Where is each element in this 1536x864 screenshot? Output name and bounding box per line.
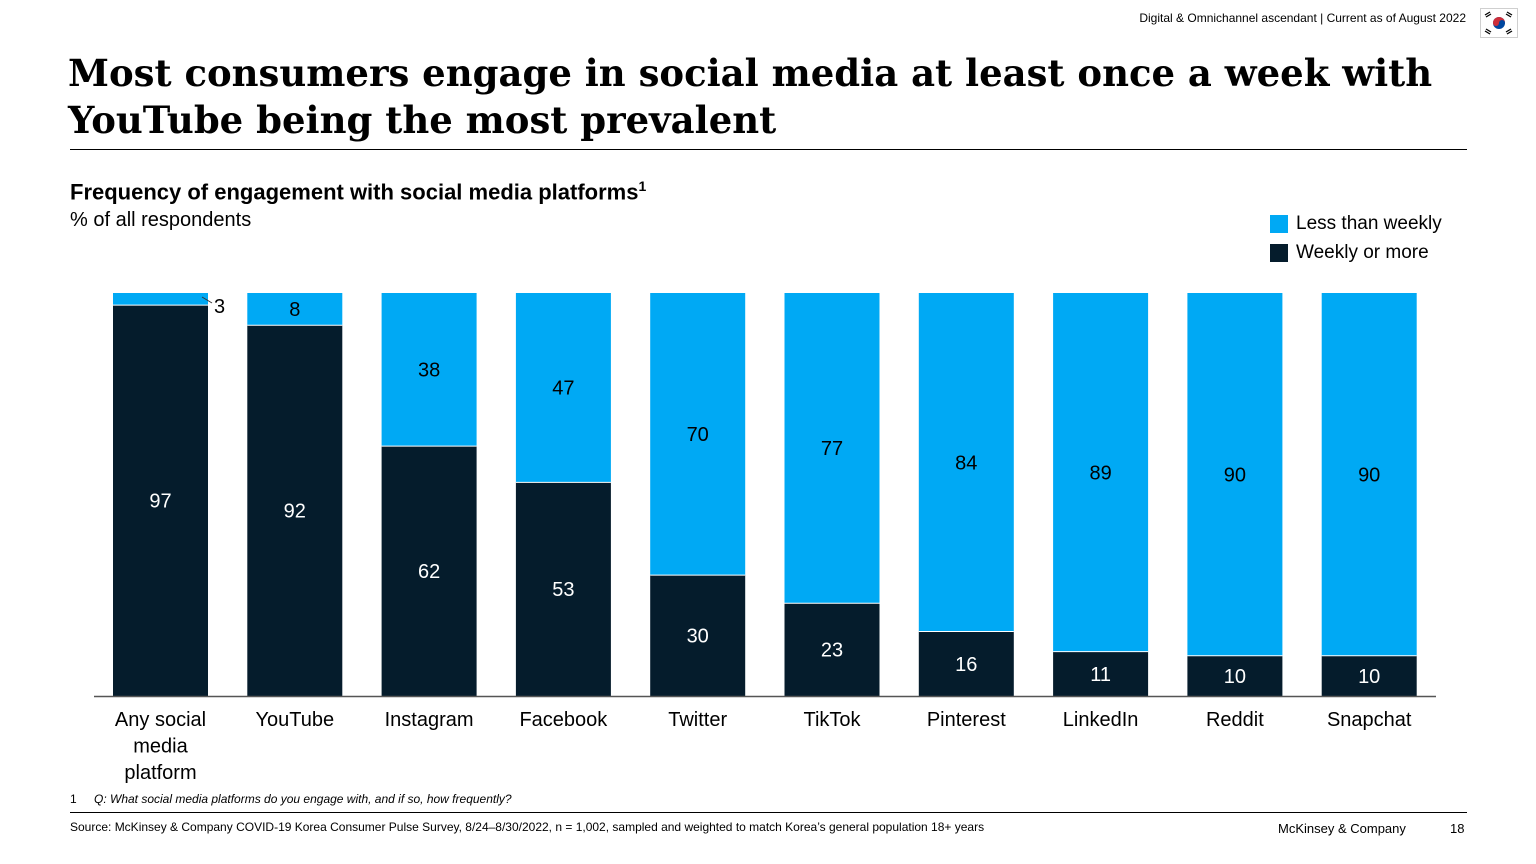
bar-weekly-or-more-twitter	[650, 575, 746, 696]
data-label-less-than-weekly-reddit: 90	[1224, 464, 1246, 486]
category-label-line: TikTok	[803, 709, 861, 731]
data-label-weekly-or-more-linkedin: 11	[1090, 664, 1111, 686]
chart-title: Frequency of engagement with social medi…	[70, 178, 646, 205]
legend-item-less-than-weekly: Less than weekly	[1270, 209, 1442, 238]
data-label-weekly-or-more-snapchat: 10	[1358, 666, 1380, 688]
bar-weekly-or-more-instagram	[381, 446, 477, 696]
source-note: Source: McKinsey & Company COVID-19 Kore…	[70, 820, 985, 834]
data-label-less-than-weekly-any-social-media-platform: 3	[214, 296, 225, 318]
category-label-line: Instagram	[385, 709, 474, 731]
data-label-weekly-or-more-instagram: 62	[418, 561, 440, 583]
bar-weekly-or-more-pinterest	[918, 631, 1014, 696]
chart-title-text: Frequency of engagement with social medi…	[70, 179, 639, 205]
bar-less-than-weekly-linkedin	[1053, 293, 1149, 652]
data-label-less-than-weekly-instagram: 38	[418, 360, 440, 382]
data-label-less-than-weekly-pinterest: 84	[955, 452, 977, 474]
brand-name: McKinsey & Company	[1278, 821, 1406, 836]
data-label-less-than-weekly-tiktok: 77	[821, 438, 843, 460]
bar-weekly-or-more-snapchat	[1321, 655, 1417, 696]
footnote: 1 Q: What social media platforms do you e…	[70, 792, 512, 806]
data-label-leader-any-social-media-platform	[201, 296, 213, 304]
category-label-reddit: Reddit	[1206, 709, 1264, 731]
chart-title-footnote-marker: 1	[638, 178, 647, 194]
bar-less-than-weekly-snapchat	[1321, 293, 1417, 656]
bar-less-than-weekly-facebook	[515, 293, 611, 483]
bar-less-than-weekly-youtube	[247, 293, 343, 326]
bar-less-than-weekly-any-social-media-platform	[113, 293, 208, 306]
category-label-any-social-media-platform: Any social media platform	[115, 709, 206, 784]
header-note: Digital & Omnichannel ascendant | Curren…	[1139, 11, 1466, 25]
legend-item-weekly-or-more: Weekly or more	[1270, 238, 1442, 267]
data-label-weekly-or-more-any-social-media-platform: 97	[149, 491, 171, 513]
chart-legend: Less than weekly Weekly or more	[1270, 209, 1442, 267]
bar-weekly-or-more-any-social-media-platform	[113, 305, 208, 696]
data-label-weekly-or-more-reddit: 10	[1224, 666, 1246, 688]
category-label-linkedin: LinkedIn	[1063, 709, 1139, 731]
category-label-line: LinkedIn	[1063, 709, 1139, 731]
bar-less-than-weekly-pinterest	[918, 293, 1014, 632]
category-label-line: Reddit	[1206, 709, 1264, 731]
category-label-youtube: YouTube	[256, 709, 335, 731]
title-divider	[70, 149, 1467, 150]
bar-less-than-weekly-instagram	[381, 293, 477, 447]
legend-swatch-weekly-or-more	[1270, 243, 1288, 262]
category-label-twitter: Twitter	[668, 709, 727, 731]
data-label-less-than-weekly-linkedin: 89	[1089, 462, 1111, 484]
category-label-pinterest: Pinterest	[927, 709, 1006, 731]
bar-less-than-weekly-reddit	[1187, 293, 1283, 656]
category-label-line: Facebook	[519, 709, 608, 731]
footnote-text: Q: What social media platforms do you en…	[94, 792, 512, 806]
category-label-line: Twitter	[668, 709, 727, 731]
legend-label-less-than-weekly: Less than weekly	[1296, 212, 1442, 234]
data-label-less-than-weekly-facebook: 47	[552, 378, 574, 400]
footer-divider	[70, 812, 1467, 813]
category-label-instagram: Instagram	[385, 709, 474, 731]
slide-title: Most consumers engage in social media at…	[68, 51, 1433, 142]
south-korea-flag-icon	[1480, 8, 1518, 38]
category-label-line: YouTube	[256, 709, 335, 731]
bar-less-than-weekly-twitter	[650, 293, 746, 576]
bar-weekly-or-more-facebook	[515, 482, 611, 696]
bar-weekly-or-more-reddit	[1187, 655, 1283, 696]
chart-subtitle: % of all respondents	[70, 209, 252, 231]
category-label-snapchat: Snapchat	[1327, 709, 1412, 731]
data-label-less-than-weekly-youtube: 8	[289, 299, 300, 321]
legend-swatch-less-than-weekly	[1270, 214, 1288, 233]
category-label-facebook: Facebook	[519, 709, 608, 731]
bar-weekly-or-more-tiktok	[784, 603, 880, 696]
data-label-weekly-or-more-youtube: 92	[284, 501, 306, 523]
page-number: 18	[1450, 821, 1465, 836]
data-label-weekly-or-more-facebook: 53	[552, 579, 574, 601]
data-label-weekly-or-more-twitter: 30	[687, 626, 709, 648]
category-label-line: platform	[124, 762, 196, 784]
category-label-line: Snapchat	[1327, 709, 1412, 731]
category-label-line: media	[133, 736, 188, 758]
category-label-line: Any social	[115, 709, 206, 731]
bar-weekly-or-more-linkedin	[1053, 651, 1149, 696]
legend-label-weekly-or-more: Weekly or more	[1296, 241, 1429, 263]
bar-weekly-or-more-youtube	[247, 325, 343, 696]
bar-less-than-weekly-tiktok	[784, 293, 880, 604]
footnote-marker: 1	[70, 792, 77, 806]
data-label-weekly-or-more-tiktok: 23	[821, 640, 843, 662]
data-label-less-than-weekly-snapchat: 90	[1358, 464, 1380, 486]
data-label-less-than-weekly-twitter: 70	[687, 424, 709, 446]
category-label-line: Pinterest	[927, 709, 1006, 731]
category-label-tiktok: TikTok	[803, 709, 861, 731]
data-label-weekly-or-more-pinterest: 16	[955, 654, 977, 676]
